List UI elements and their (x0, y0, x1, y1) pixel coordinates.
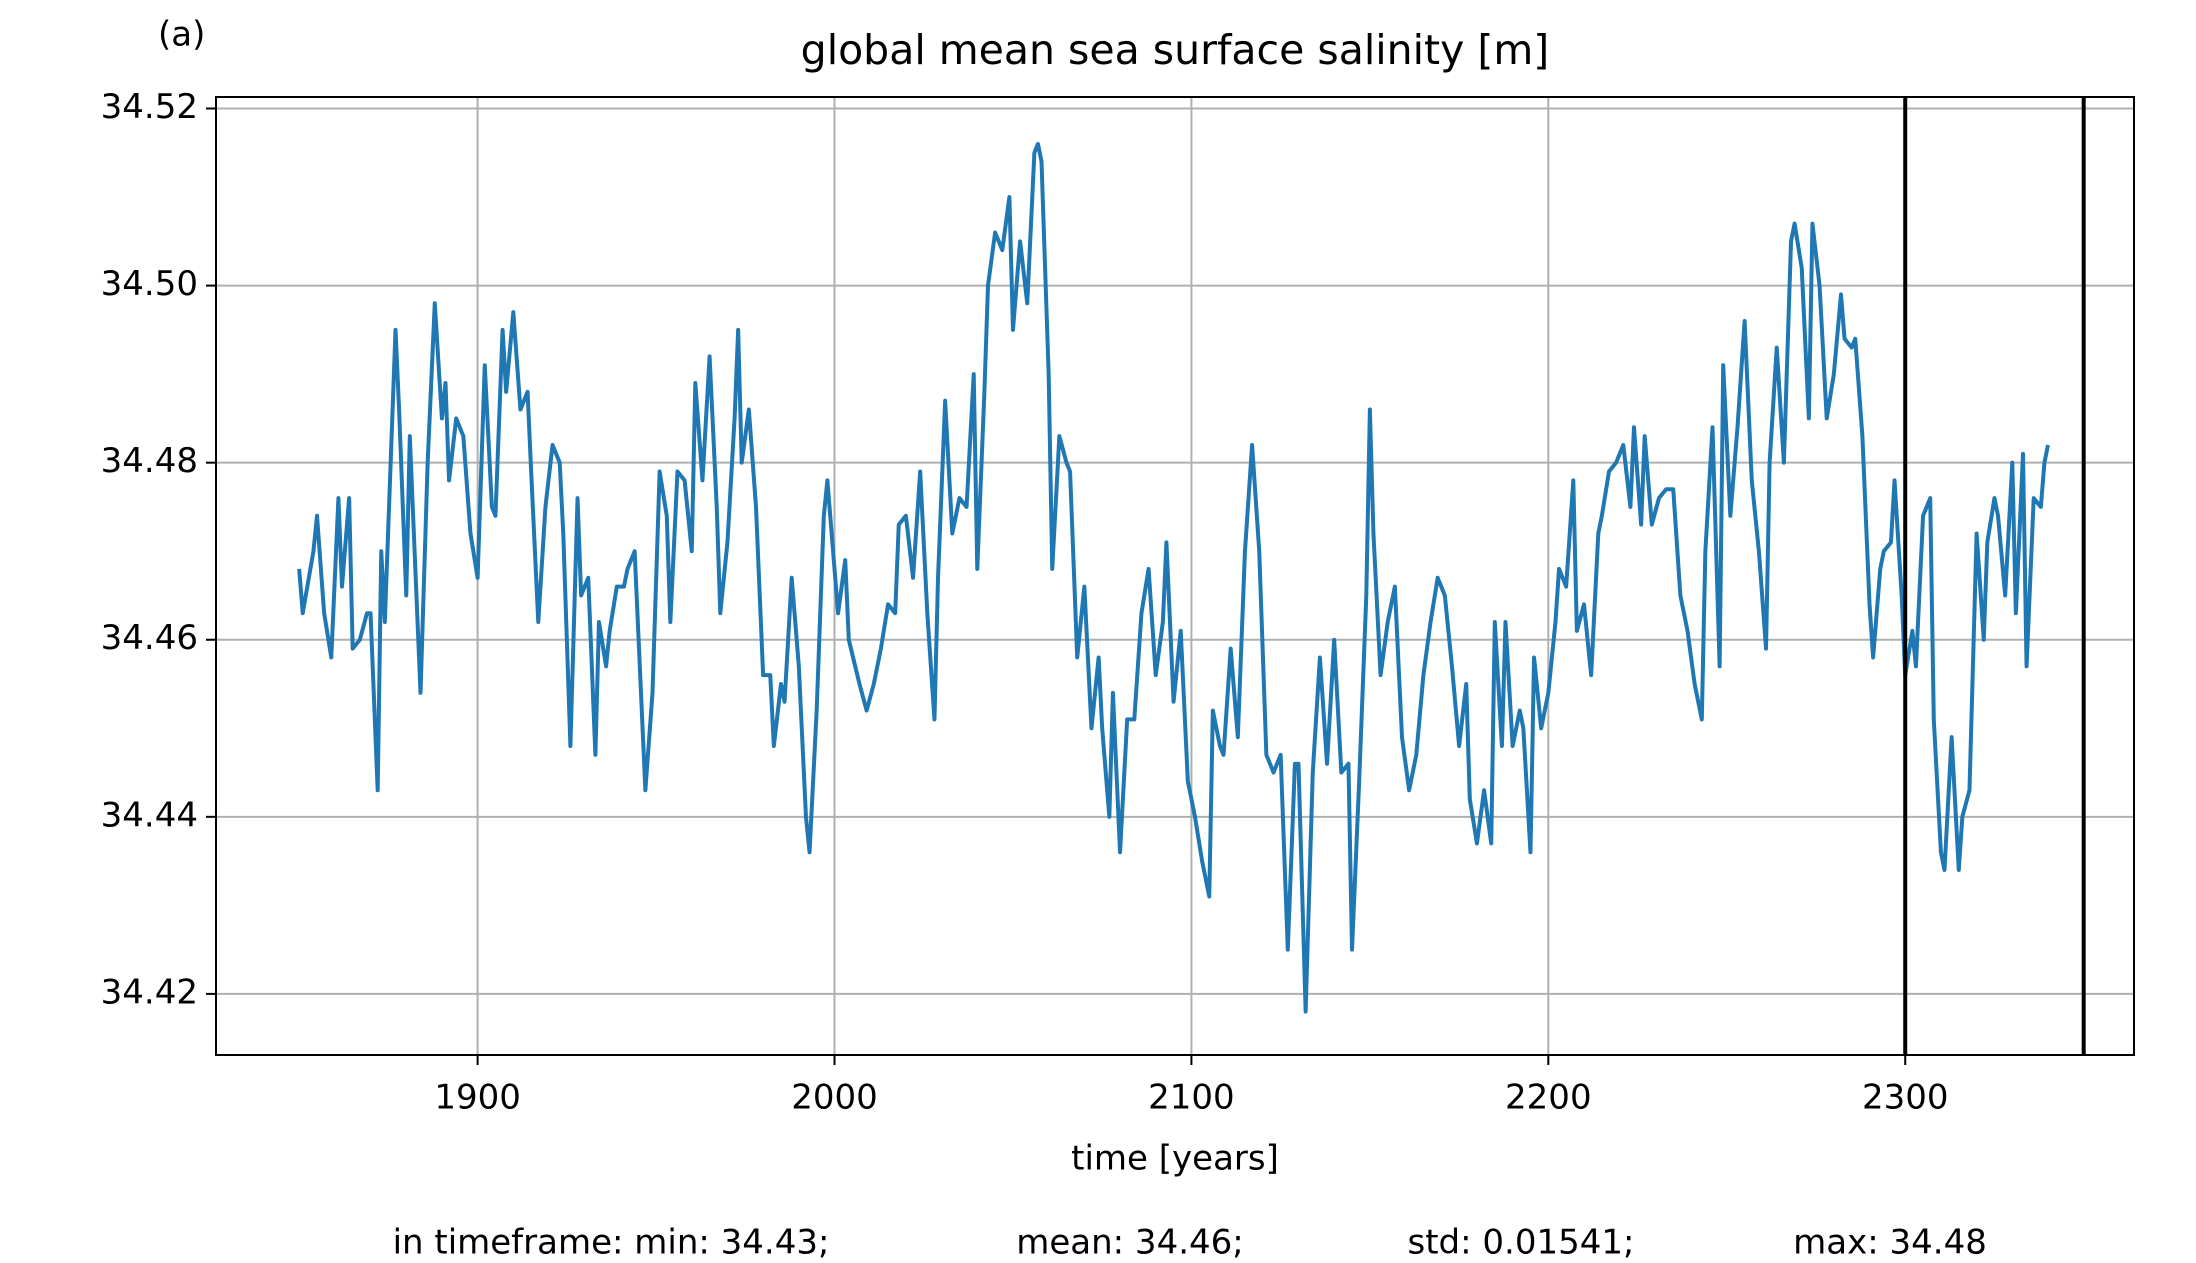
chart-title: global mean sea surface salinity [m] (801, 26, 1550, 74)
stat-max: max: 34.48 (1793, 1223, 1987, 1263)
y-tick-label: 34.50 (101, 264, 198, 304)
plot-frame (215, 96, 2135, 1056)
x-tick-label: 2200 (1505, 1078, 1592, 1118)
x-axis-label: time [years] (1071, 1139, 1279, 1179)
stat-std: std: 0.01541; (1408, 1223, 1635, 1263)
x-tick-label: 2100 (1148, 1078, 1235, 1118)
y-tick-label: 34.52 (101, 87, 198, 127)
y-tick-label: 34.46 (101, 618, 198, 658)
data-line (297, 141, 2050, 1014)
y-tick-label: 34.42 (101, 972, 198, 1012)
y-tick-label: 34.48 (101, 441, 198, 481)
y-tick-label: 34.44 (101, 795, 198, 835)
stat-mean: mean: 34.46; (1016, 1223, 1243, 1263)
x-tick-label: 1900 (434, 1078, 521, 1118)
x-tick-label: 2000 (791, 1078, 878, 1118)
x-tick-label: 2300 (1862, 1078, 1949, 1118)
stat-min: in timeframe: min: 34.43; (393, 1223, 830, 1263)
panel-label: (a) (158, 15, 205, 55)
